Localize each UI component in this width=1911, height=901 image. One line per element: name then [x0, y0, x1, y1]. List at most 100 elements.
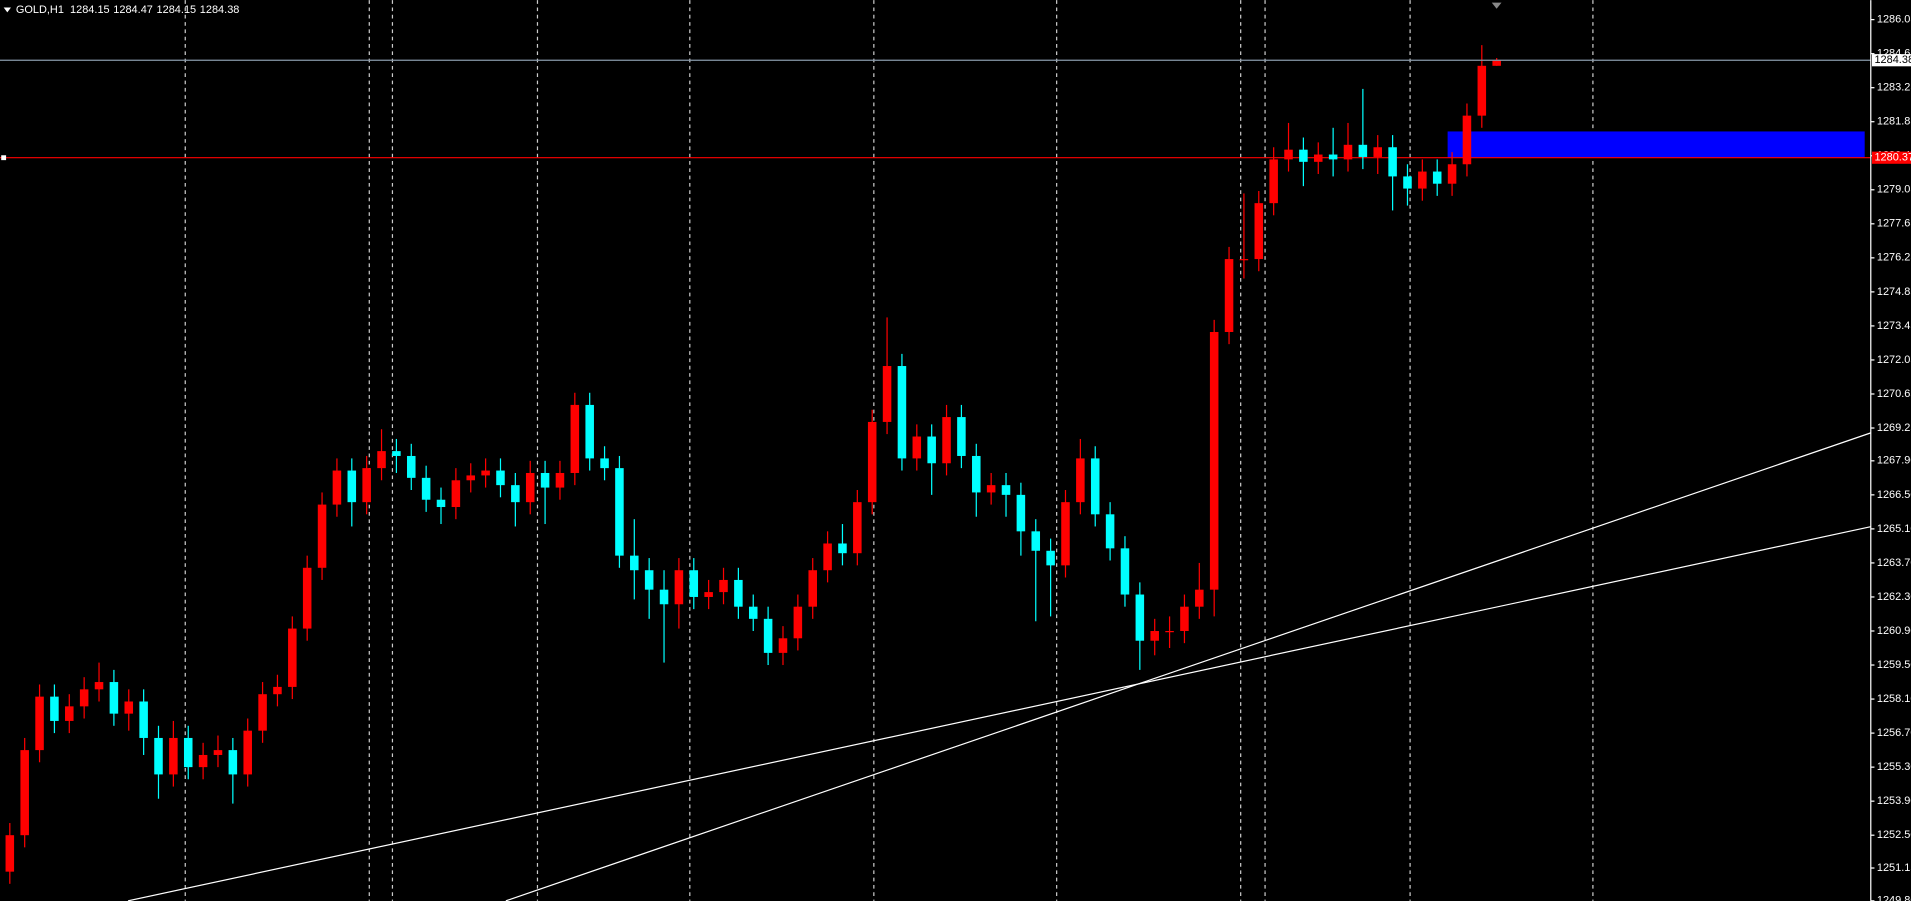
- candle-body: [957, 417, 966, 456]
- candle-body: [481, 470, 490, 476]
- candle-body: [1090, 458, 1100, 515]
- candle-body: [228, 750, 238, 775]
- y-tick-label: 1258.10: [1877, 693, 1911, 705]
- candle-body: [1061, 502, 1070, 566]
- y-tick-label: 1263.70: [1877, 557, 1911, 569]
- candle-body: [109, 682, 119, 714]
- y-tick-label: 1267.90: [1877, 455, 1911, 467]
- candle-body: [79, 689, 89, 707]
- high-value: 1284.47: [113, 4, 153, 16]
- candle-body: [1299, 149, 1308, 162]
- plot: [0, 45, 1871, 901]
- level-label-bg: [1872, 151, 1911, 164]
- candle-body: [317, 504, 327, 568]
- candle-body: [1328, 154, 1338, 160]
- menu-arrow[interactable]: [3, 7, 11, 13]
- candle-body: [882, 366, 892, 422]
- y-tick-label: 1265.10: [1877, 523, 1911, 535]
- y-tick-label: 1262.30: [1877, 591, 1911, 603]
- candle-body: [689, 570, 699, 597]
- candle-body: [927, 436, 936, 464]
- candle-body: [124, 701, 134, 714]
- candle-body: [674, 570, 684, 605]
- trendline: [127, 526, 1871, 901]
- y-tick-label: 1269.25: [1877, 422, 1911, 434]
- candle-body: [778, 638, 788, 653]
- candle-body: [258, 694, 267, 731]
- shift-marker[interactable]: [1491, 2, 1502, 9]
- candle-body: [139, 701, 148, 738]
- candle-body: [496, 470, 505, 486]
- trendline: [505, 432, 1871, 901]
- candle-body: [719, 579, 728, 593]
- y-tick-label: 1274.85: [1877, 286, 1911, 298]
- y-tick-label: 1270.65: [1877, 388, 1911, 400]
- candle-body: [5, 835, 15, 872]
- candle-body: [198, 754, 208, 768]
- price-axis: 1286.051284.651283.251281.851280.451279.…: [1870, 0, 1911, 901]
- candle-body: [570, 404, 580, 473]
- y-tick-label: 1260.90: [1877, 625, 1911, 637]
- y-tick-label: 1251.15: [1877, 862, 1911, 874]
- candle-body: [1105, 514, 1115, 549]
- candle-body: [615, 468, 624, 556]
- candle-body: [912, 436, 922, 459]
- candle-body: [793, 606, 803, 639]
- candle-body: [213, 750, 223, 755]
- y-tick-label: 1276.25: [1877, 252, 1911, 264]
- candle-body: [392, 451, 401, 456]
- candle-body: [1165, 630, 1174, 633]
- candle-body: [853, 502, 862, 554]
- zone-rectangle: [1447, 131, 1865, 158]
- price-label: 1284.38: [1874, 54, 1911, 66]
- y-tick-label: 1284.65: [1877, 48, 1911, 60]
- candle-body: [1447, 164, 1457, 184]
- candle-body: [1031, 531, 1041, 551]
- candle-body: [288, 628, 297, 687]
- candle-body: [183, 737, 193, 768]
- candle-body: [704, 592, 713, 597]
- y-tick-label: 1256.70: [1877, 727, 1911, 739]
- candle-body: [1418, 171, 1427, 189]
- candle-body: [838, 543, 847, 554]
- candle-body: [1254, 203, 1264, 260]
- y-tick-label: 1255.30: [1877, 761, 1911, 773]
- candle-body: [1269, 159, 1278, 204]
- candle-body: [154, 737, 163, 775]
- candle-body: [94, 682, 104, 690]
- candle-body: [421, 477, 431, 500]
- candle-body: [1432, 171, 1442, 184]
- candle-body: [1180, 606, 1189, 631]
- candle-body: [808, 570, 817, 607]
- candle-body: [1358, 144, 1368, 157]
- candle-body: [1492, 60, 1501, 66]
- candle-body: [763, 618, 773, 653]
- candle-body: [1001, 485, 1011, 495]
- candle-body: [273, 686, 282, 695]
- candle-body: [986, 485, 996, 493]
- header: GOLD,H1 1284.15 1284.47 1284.15 1284.38: [16, 4, 240, 16]
- candle-body: [1016, 494, 1026, 532]
- candle-body: [1150, 630, 1159, 641]
- y-tick-label: 1277.65: [1877, 218, 1911, 230]
- y-tick-label: 1272.05: [1877, 354, 1911, 366]
- candle-body: [1462, 115, 1472, 165]
- candle-body: [243, 730, 252, 775]
- candle-body: [466, 475, 476, 481]
- symbol: GOLD,H1: [16, 4, 64, 16]
- candle-body: [347, 470, 357, 503]
- candle-body: [1209, 331, 1219, 590]
- candle-body: [332, 470, 342, 505]
- candle-body: [169, 737, 178, 775]
- candle-body: [823, 543, 832, 571]
- candle-body: [1195, 589, 1204, 607]
- candle-body: [1403, 176, 1412, 189]
- candle-body: [942, 417, 951, 464]
- candle-body: [1313, 154, 1323, 162]
- candle-body: [407, 455, 416, 478]
- y-tick-label: 1249.80: [1877, 895, 1911, 901]
- candle-body: [1343, 144, 1353, 160]
- y-tick-label: 1273.45: [1877, 320, 1911, 332]
- close-value: 1284.38: [200, 4, 240, 16]
